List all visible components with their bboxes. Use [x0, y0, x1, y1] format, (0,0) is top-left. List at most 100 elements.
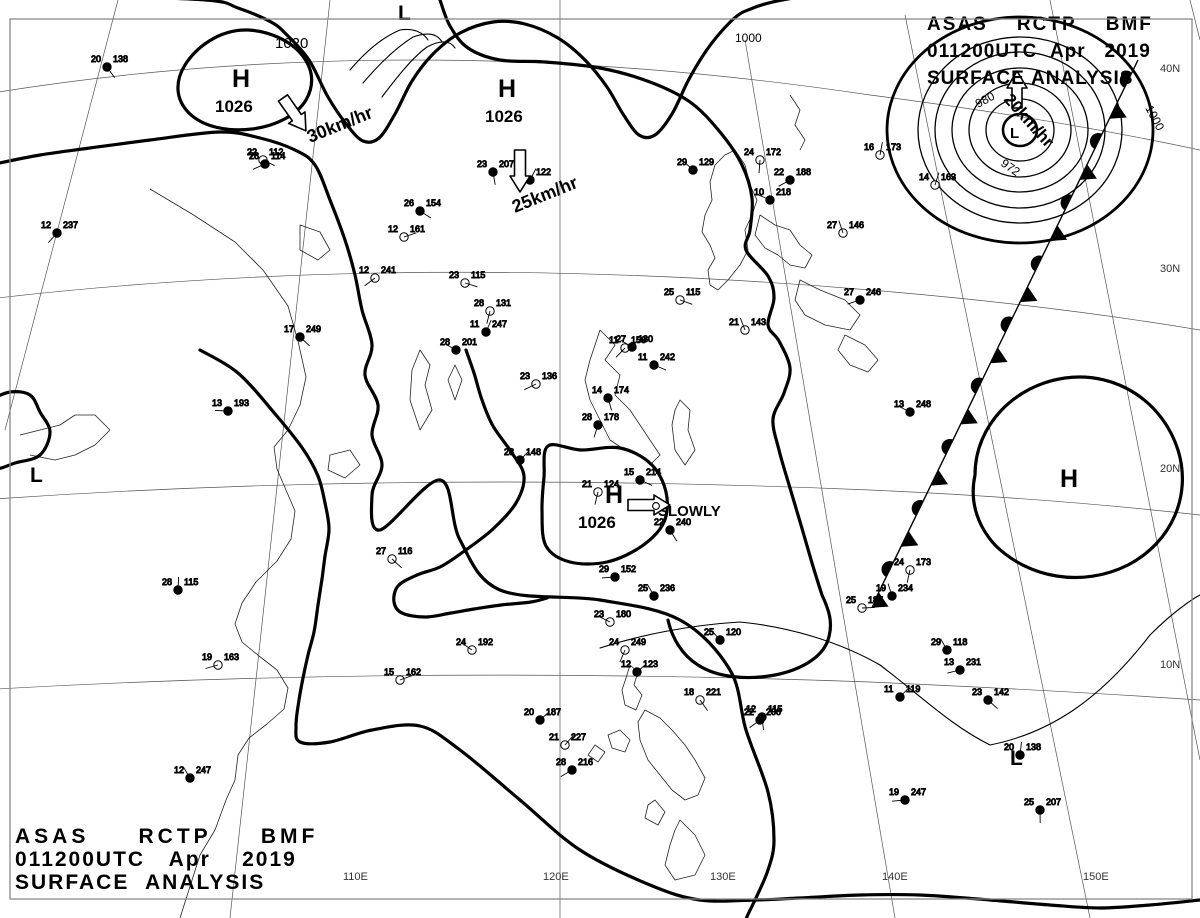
- svg-text:118: 118: [953, 637, 967, 647]
- svg-text:234: 234: [898, 583, 913, 593]
- svg-text:27: 27: [844, 287, 854, 297]
- svg-text:21: 21: [729, 317, 739, 327]
- svg-text:246: 246: [866, 287, 881, 297]
- svg-text:115: 115: [184, 577, 198, 587]
- svg-text:150E: 150E: [1083, 871, 1109, 883]
- svg-text:110E: 110E: [343, 871, 368, 883]
- svg-text:193: 193: [234, 398, 249, 408]
- svg-text:130: 130: [638, 334, 653, 344]
- svg-text:221: 221: [706, 687, 721, 697]
- svg-text:23: 23: [520, 371, 530, 381]
- svg-text:200: 200: [766, 707, 781, 717]
- svg-text:207: 207: [1046, 797, 1061, 807]
- svg-text:131: 131: [496, 298, 511, 308]
- svg-text:25: 25: [1024, 797, 1034, 807]
- svg-text:138: 138: [1026, 742, 1041, 752]
- svg-text:27: 27: [616, 334, 626, 344]
- svg-text:237: 237: [63, 220, 78, 230]
- svg-text:227: 227: [571, 732, 586, 742]
- svg-text:201: 201: [462, 337, 477, 347]
- svg-text:1026: 1026: [485, 107, 523, 126]
- svg-text:28: 28: [440, 337, 450, 347]
- svg-text:13: 13: [894, 399, 904, 409]
- svg-text:138: 138: [113, 54, 128, 64]
- svg-text:22: 22: [774, 167, 784, 177]
- svg-text:24: 24: [456, 637, 466, 647]
- svg-text:1026: 1026: [215, 97, 253, 116]
- svg-text:214: 214: [646, 467, 661, 477]
- svg-text:129: 129: [699, 157, 714, 167]
- svg-text:115: 115: [471, 270, 485, 280]
- svg-text:192: 192: [478, 637, 493, 647]
- svg-text:SURFACE ANALYSIS: SURFACE ANALYSIS: [15, 871, 265, 894]
- svg-text:16: 16: [864, 142, 874, 152]
- svg-text:114: 114: [271, 151, 285, 161]
- svg-text:172: 172: [766, 147, 781, 157]
- svg-text:247: 247: [196, 765, 211, 775]
- svg-text:15: 15: [624, 467, 634, 477]
- svg-text:10: 10: [754, 187, 764, 197]
- svg-text:13: 13: [212, 398, 222, 408]
- svg-text:20: 20: [524, 707, 534, 717]
- svg-text:11: 11: [470, 319, 479, 329]
- svg-text:28: 28: [249, 151, 259, 161]
- svg-text:23: 23: [449, 270, 459, 280]
- svg-text:140E: 140E: [882, 871, 908, 883]
- svg-text:122: 122: [536, 167, 551, 177]
- svg-text:120: 120: [726, 627, 741, 637]
- svg-text:20: 20: [91, 54, 101, 64]
- svg-text:12: 12: [41, 220, 51, 230]
- svg-text:40N: 40N: [1160, 63, 1180, 75]
- svg-text:L: L: [30, 464, 43, 487]
- svg-text:29: 29: [677, 157, 687, 167]
- svg-text:21: 21: [549, 732, 559, 742]
- svg-text:216: 216: [578, 757, 593, 767]
- svg-text:1020: 1020: [275, 35, 308, 52]
- svg-text:011200UTC Apr 2019: 011200UTC Apr 2019: [15, 848, 297, 871]
- svg-text:148: 148: [526, 447, 541, 457]
- svg-text:146: 146: [849, 220, 864, 230]
- svg-text:218: 218: [776, 187, 791, 197]
- svg-text:241: 241: [381, 265, 396, 275]
- svg-text:1000: 1000: [735, 31, 762, 45]
- svg-text:20N: 20N: [1160, 463, 1180, 475]
- svg-text:130E: 130E: [710, 871, 736, 883]
- svg-text:14: 14: [592, 385, 602, 395]
- svg-text:136: 136: [542, 371, 557, 381]
- svg-text:H: H: [498, 75, 516, 103]
- svg-text:ASAS RCTP BMF: ASAS RCTP BMF: [15, 825, 318, 848]
- svg-text:L: L: [1010, 747, 1023, 770]
- svg-text:1026: 1026: [578, 513, 616, 532]
- svg-text:143: 143: [751, 317, 766, 327]
- svg-text:249: 249: [306, 324, 321, 334]
- svg-text:25: 25: [664, 287, 674, 297]
- svg-text:11: 11: [638, 352, 647, 362]
- svg-text:28: 28: [556, 757, 566, 767]
- svg-text:154: 154: [426, 198, 441, 208]
- svg-text:21: 21: [582, 479, 592, 489]
- svg-text:120E: 120E: [543, 871, 569, 883]
- svg-text:247: 247: [911, 787, 926, 797]
- svg-text:26: 26: [404, 198, 414, 208]
- svg-text:011200UTC Apr 2019: 011200UTC Apr 2019: [927, 41, 1151, 62]
- svg-text:28: 28: [162, 577, 172, 587]
- svg-text:18: 18: [684, 687, 694, 697]
- svg-text:163: 163: [941, 172, 956, 182]
- svg-text:25: 25: [846, 595, 856, 605]
- svg-text:15: 15: [384, 667, 394, 677]
- svg-text:173: 173: [886, 142, 901, 152]
- svg-text:H: H: [605, 481, 623, 509]
- svg-text:12: 12: [174, 765, 184, 775]
- svg-text:188: 188: [796, 167, 811, 177]
- svg-text:231: 231: [966, 657, 981, 667]
- svg-text:22: 22: [744, 707, 754, 717]
- svg-text:14: 14: [919, 172, 929, 182]
- svg-text:L: L: [398, 2, 411, 25]
- svg-text:12: 12: [621, 659, 631, 669]
- svg-text:207: 207: [499, 159, 514, 169]
- svg-text:25: 25: [704, 627, 714, 637]
- svg-text:236: 236: [660, 583, 675, 593]
- svg-text:115: 115: [686, 287, 700, 297]
- svg-text:28: 28: [474, 298, 484, 308]
- svg-text:161: 161: [410, 224, 425, 234]
